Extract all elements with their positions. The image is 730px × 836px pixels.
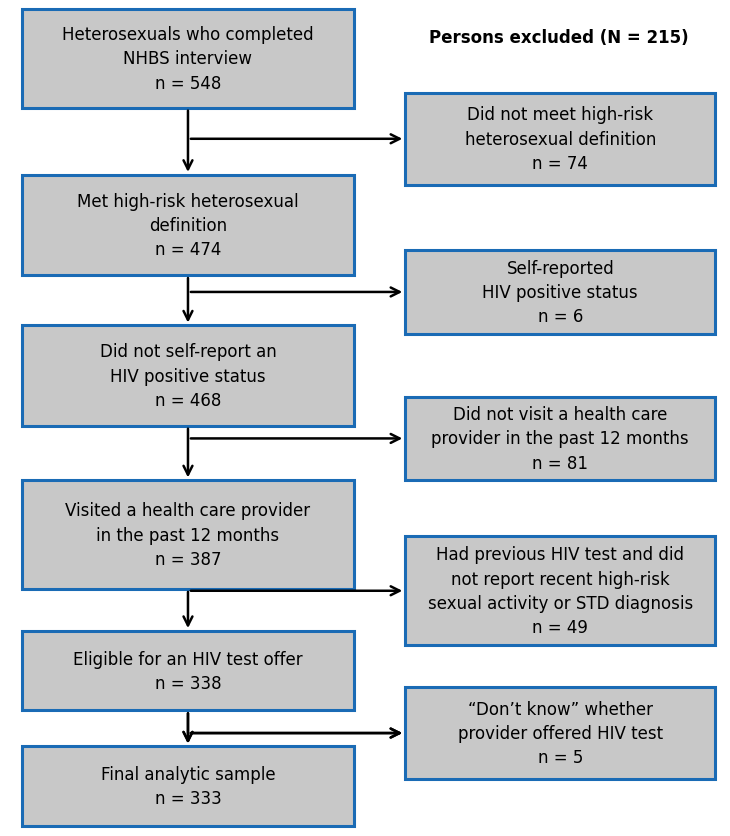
Text: Persons excluded (N = 215): Persons excluded (N = 215): [429, 28, 688, 47]
FancyBboxPatch shape: [22, 10, 354, 109]
Text: Did not visit a health care
provider in the past 12 months
n = 81: Did not visit a health care provider in …: [431, 405, 689, 472]
Text: Visited a health care provider
in the past 12 months
n = 387: Visited a health care provider in the pa…: [66, 502, 310, 568]
FancyBboxPatch shape: [22, 481, 354, 589]
FancyBboxPatch shape: [405, 687, 715, 779]
Text: Final analytic sample
n = 333: Final analytic sample n = 333: [101, 765, 275, 808]
FancyBboxPatch shape: [22, 747, 354, 826]
FancyBboxPatch shape: [22, 326, 354, 426]
Text: Did not meet high-risk
heterosexual definition
n = 74: Did not meet high-risk heterosexual defi…: [464, 106, 656, 173]
FancyBboxPatch shape: [405, 397, 715, 481]
FancyBboxPatch shape: [22, 176, 354, 276]
FancyBboxPatch shape: [405, 251, 715, 334]
FancyBboxPatch shape: [22, 631, 354, 711]
Text: Eligible for an HIV test offer
n = 338: Eligible for an HIV test offer n = 338: [73, 650, 303, 692]
FancyBboxPatch shape: [405, 537, 715, 645]
Text: Had previous HIV test and did
not report recent high-risk
sexual activity or STD: Had previous HIV test and did not report…: [428, 546, 693, 636]
Text: Met high-risk heterosexual
definition
n = 474: Met high-risk heterosexual definition n …: [77, 192, 299, 259]
Text: “Don’t know” whether
provider offered HIV test
n = 5: “Don’t know” whether provider offered HI…: [458, 700, 663, 767]
Text: Heterosexuals who completed
NHBS interview
n = 548: Heterosexuals who completed NHBS intervi…: [62, 26, 314, 93]
Text: Self-reported
HIV positive status
n = 6: Self-reported HIV positive status n = 6: [483, 259, 638, 326]
FancyBboxPatch shape: [405, 94, 715, 186]
Text: Did not self-report an
HIV positive status
n = 468: Did not self-report an HIV positive stat…: [99, 343, 277, 410]
